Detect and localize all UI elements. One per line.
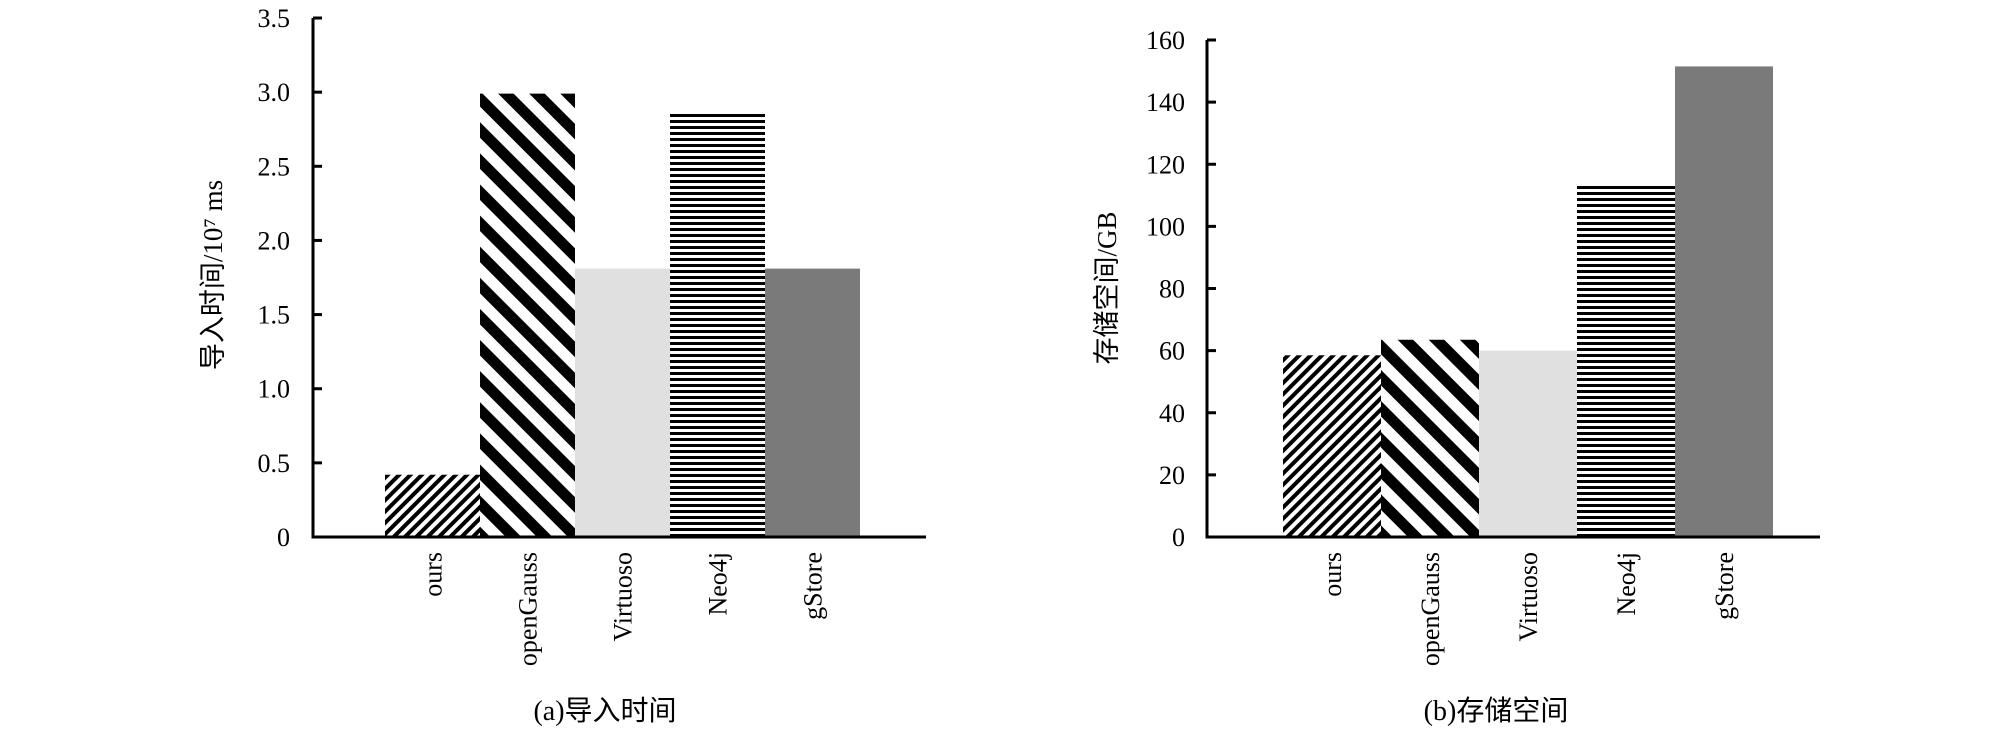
y-tick-label: 80 [1159, 275, 1185, 304]
chart-caption: (b)存储空间 [1424, 695, 1569, 727]
x-tick-label: Neo4j [1612, 552, 1641, 616]
chart-panel-0: 0 0.5 1.0 1.5 2.0 2.5 3.0 3.5 ours openGauss Virtu… [198, 4, 926, 727]
bar-Neo4j [670, 112, 765, 537]
y-axis-title: 存储空间/GB [1092, 211, 1122, 364]
bar-ours [1283, 355, 1381, 537]
x-tick-label: Virtuoso [609, 552, 638, 641]
y-tick-label: 60 [1159, 337, 1185, 366]
y-tick-label: 160 [1146, 26, 1185, 55]
y-tick-label: 0.5 [258, 449, 291, 478]
y-tick-label: 140 [1146, 88, 1185, 117]
y-tick-label: 20 [1159, 461, 1185, 490]
bar-Virtuoso [575, 268, 670, 537]
x-tick-label: openGauss [1416, 552, 1445, 666]
chart-caption: (a)导入时间 [533, 695, 676, 727]
y-tick-label: 40 [1159, 399, 1185, 428]
y-tick-label: 1.0 [258, 375, 291, 404]
bar-openGauss [480, 93, 575, 537]
y-tick-label: 0 [1172, 523, 1185, 552]
chart-panel-1: 0 20 40 60 80 100 120 140 160 ours openGauss Virtuo… [1092, 26, 1820, 727]
x-tick-label: gStore [799, 552, 828, 620]
x-tick-label: ours [1318, 552, 1347, 597]
y-tick-label: 120 [1146, 150, 1185, 179]
y-tick-label: 2.5 [258, 152, 291, 181]
y-tick-label: 0 [277, 523, 290, 552]
y-tick-label: 2.0 [258, 226, 291, 255]
x-tick-label: Neo4j [704, 552, 733, 616]
bar-Neo4j [1577, 184, 1675, 538]
bar-gStore [1675, 66, 1773, 537]
x-tick-label: ours [419, 552, 448, 597]
y-tick-label: 1.5 [258, 301, 291, 330]
y-tick-label: 3.0 [258, 78, 291, 107]
bar-Virtuoso [1479, 350, 1577, 537]
bar-gStore [765, 268, 860, 537]
y-axis-title: 导入时间/10⁷ ms [198, 180, 228, 370]
bar-openGauss [1381, 339, 1479, 537]
x-tick-label: openGauss [514, 552, 543, 666]
x-tick-label: gStore [1710, 552, 1739, 620]
bar-ours [385, 474, 480, 537]
y-tick-label: 3.5 [258, 4, 291, 33]
y-tick-label: 100 [1146, 212, 1185, 241]
x-tick-label: Virtuoso [1514, 552, 1543, 641]
